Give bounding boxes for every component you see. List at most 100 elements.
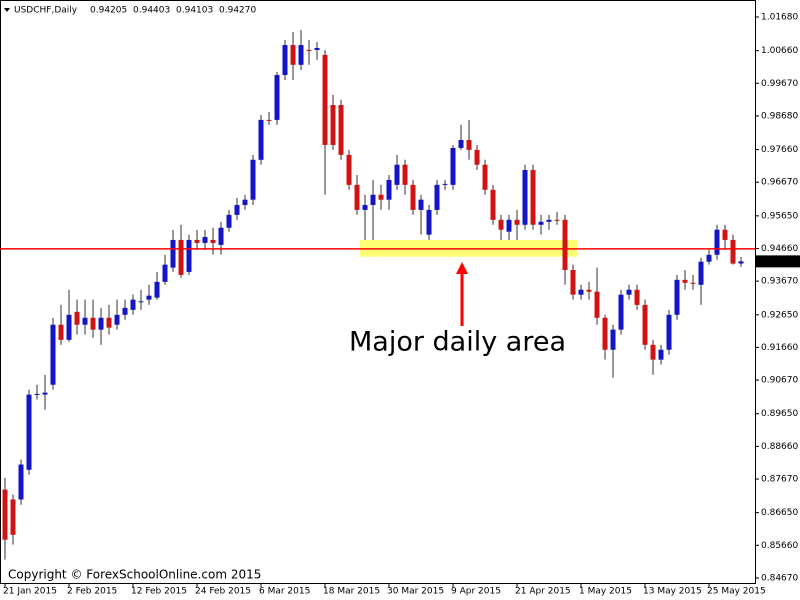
candle-body	[306, 49, 312, 51]
x-tick-label: 9 Apr 2015	[451, 587, 501, 597]
candle-body	[266, 119, 272, 121]
candle-body	[58, 324, 64, 340]
x-tick-label: 6 Mar 2015	[259, 587, 310, 597]
candle-body	[618, 294, 624, 330]
x-tick-label: 25 May 2015	[707, 587, 766, 597]
candle-body	[82, 317, 88, 325]
candle-body	[322, 54, 328, 145]
candle-body	[554, 219, 560, 221]
candle-body	[354, 184, 360, 210]
ohlc-high: 0.94403	[133, 6, 170, 16]
candle-body	[162, 264, 168, 282]
y-tick-label: 0.87670	[761, 475, 798, 485]
candle-body	[202, 236, 208, 243]
annotation: Major daily area	[349, 327, 566, 358]
x-tick-label: 18 Mar 2015	[323, 587, 380, 597]
menu-arrow	[4, 8, 10, 12]
candle-body	[146, 295, 152, 300]
candle-body	[706, 254, 712, 262]
y-tick-label: 0.91660	[761, 343, 798, 353]
y-tick-label: 0.90670	[761, 376, 798, 386]
candle-body	[506, 219, 512, 232]
candle-body	[402, 164, 408, 185]
candle-body	[274, 75, 280, 120]
candle-body	[154, 281, 160, 298]
candle-body	[546, 219, 552, 222]
x-tick-label: 1 May 2015	[579, 587, 632, 597]
candle-body	[98, 317, 104, 330]
x-tick-label: 21 Jan 2015	[3, 587, 57, 597]
candle-body	[474, 149, 480, 165]
candle-body	[426, 209, 432, 235]
candle-body	[18, 464, 24, 500]
candle-body	[186, 239, 192, 272]
candle-body	[50, 324, 56, 385]
candle-body	[42, 392, 48, 395]
x-tick-label: 12 Feb 2015	[131, 587, 187, 597]
candle-body	[634, 289, 640, 305]
candle-body	[226, 214, 232, 228]
axis-layer: 1.01680 1.00660 0.99670 0.98680 0.97660 0.966…	[3, 12, 798, 596]
candle-body	[458, 140, 464, 148]
x-tick-label: 24 Feb 2015	[195, 587, 251, 597]
candle-body	[218, 227, 224, 245]
candle-body	[298, 45, 304, 65]
candle-body	[2, 489, 8, 540]
candle-body	[106, 317, 112, 328]
candle-body	[330, 105, 336, 145]
y-tick-label: 0.89650	[761, 409, 798, 419]
arrow-head	[456, 262, 468, 274]
candle-body	[498, 219, 504, 230]
candle-body	[386, 179, 392, 200]
candle-body	[690, 282, 696, 284]
candle-body	[250, 159, 256, 200]
candle-body	[602, 317, 608, 350]
candle-body	[66, 314, 72, 340]
x-tick-label: 2 Feb 2015	[67, 587, 117, 597]
candle-body	[170, 239, 176, 268]
candle-body	[610, 329, 616, 350]
candle-body	[338, 105, 344, 155]
chart-title: USDCHF,Daily	[14, 6, 78, 16]
candle-body	[586, 289, 592, 292]
candle-body	[650, 344, 656, 360]
y-tick-label: 0.88660	[761, 442, 798, 452]
candle-body	[394, 164, 400, 185]
candle-body	[138, 301, 144, 303]
candle-body	[314, 47, 320, 50]
candle-body	[450, 147, 456, 185]
candle-body	[234, 204, 240, 215]
candle-body	[578, 289, 584, 295]
candle-body	[562, 219, 568, 270]
candle-body	[442, 183, 448, 185]
copyright: Copyright © ForexSchoolOnline.com 2015	[8, 568, 261, 582]
ohlc-low: 0.94103	[176, 6, 213, 16]
last-price-box	[755, 255, 800, 268]
candle-body	[594, 291, 600, 318]
x-tick-label: 13 May 2015	[643, 587, 702, 597]
candle-body	[10, 499, 16, 535]
y-tick-label: 0.93670	[761, 277, 798, 287]
y-tick-label: 0.96670	[761, 178, 798, 188]
candle-body	[122, 307, 128, 315]
candle-body	[130, 299, 136, 310]
candle-body	[658, 349, 664, 360]
overlay-layer: 0.94270	[0, 248, 800, 268]
y-tick-label: 0.85660	[761, 541, 798, 551]
candle-body	[114, 314, 120, 325]
candle-body	[290, 45, 296, 65]
candle-body	[34, 393, 40, 395]
candle-body	[626, 289, 632, 295]
candle-body	[418, 199, 424, 210]
candle-layer	[2, 29, 744, 560]
y-tick-label: 0.94660	[761, 244, 798, 254]
candle-body	[346, 154, 352, 185]
candle-body	[490, 189, 496, 220]
candle-body	[530, 170, 536, 225]
ohlc-open: 0.94205	[90, 6, 127, 16]
candle-body	[90, 317, 96, 330]
y-tick-label: 1.01680	[761, 12, 798, 22]
candle-body	[282, 45, 288, 76]
